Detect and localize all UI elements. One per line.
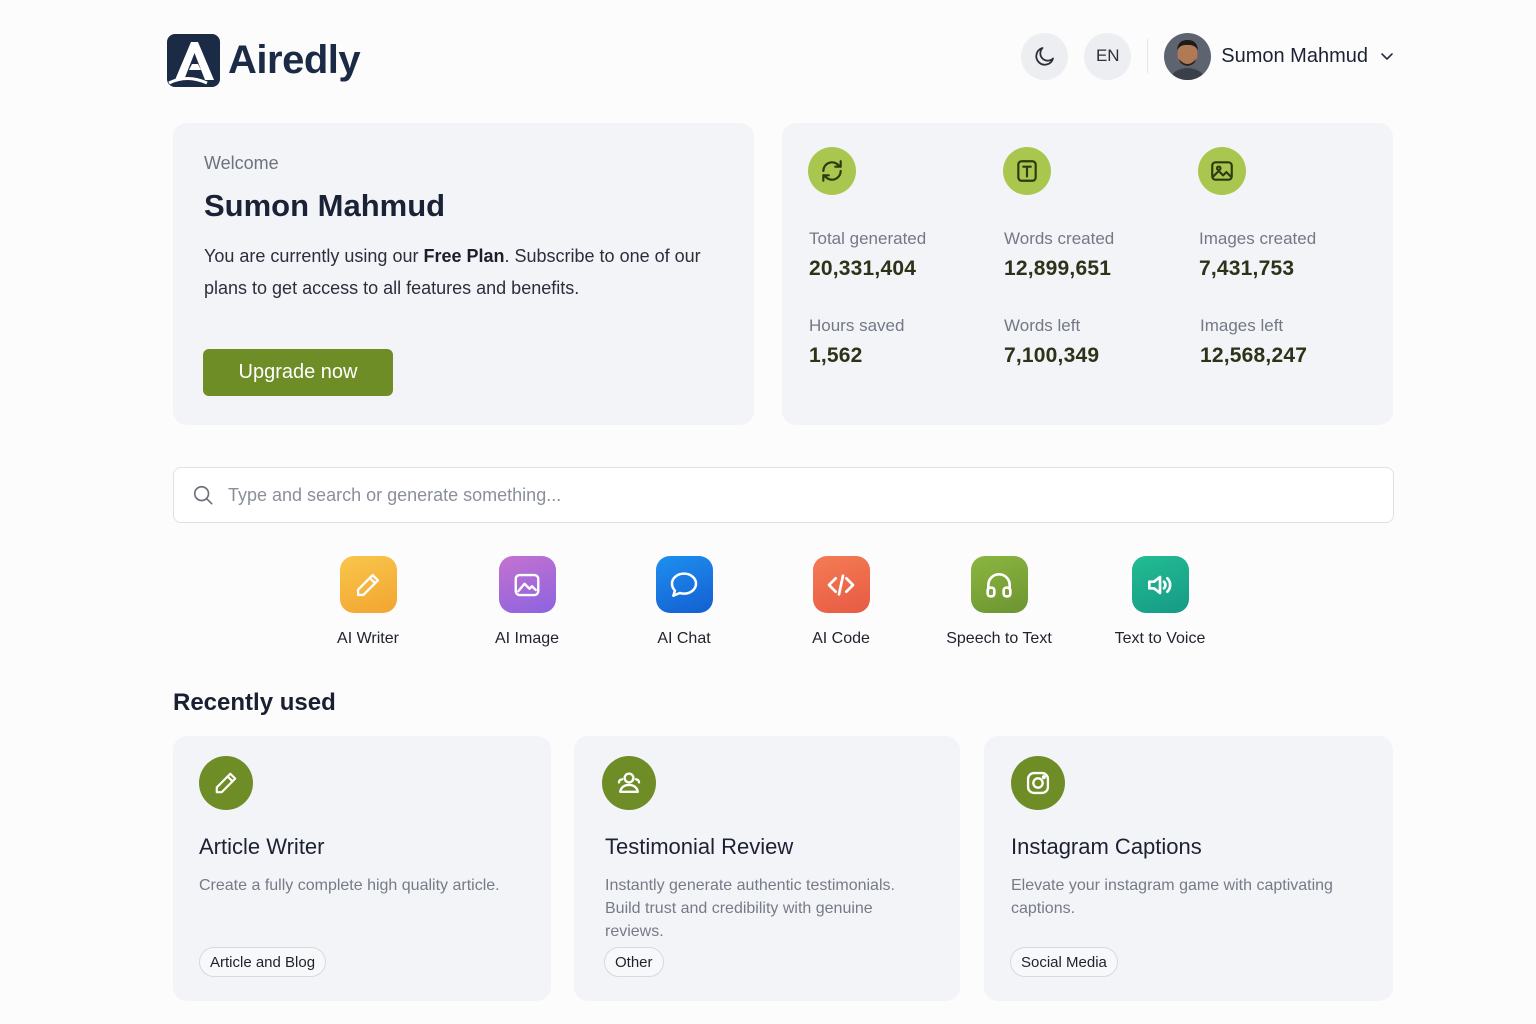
stat-label: Words created	[1004, 229, 1115, 248]
recent-card-title: Instagram Captions	[1011, 834, 1202, 859]
recent-card-instagram-captions[interactable]: Instagram Captions Elevate your instagra…	[984, 736, 1393, 1001]
tool-label: AI Writer	[337, 630, 399, 647]
welcome-label: Welcome	[204, 153, 279, 173]
header-actions: EN Sumon Mahmud	[1021, 32, 1394, 80]
refresh-icon	[808, 147, 856, 195]
welcome-card: Welcome Sumon Mahmud You are currently u…	[173, 123, 754, 425]
theme-toggle-button[interactable]	[1021, 32, 1069, 80]
image-icon	[498, 556, 556, 613]
stat-total-generated: Total generated 20,331,404	[809, 229, 926, 281]
category-tag[interactable]: Social Media	[1010, 947, 1118, 977]
stat-hours-saved: Hours saved 1,562	[809, 316, 904, 368]
code-icon	[812, 556, 870, 613]
welcome-user-name: Sumon Mahmud	[204, 188, 446, 223]
stat-value: 1,562	[809, 344, 863, 367]
stat-label: Hours saved	[809, 316, 905, 335]
logo-mark-icon	[167, 34, 220, 87]
stat-value: 7,431,753	[1199, 257, 1295, 280]
tool-label: AI Code	[812, 630, 870, 647]
speaker-icon	[1131, 556, 1189, 613]
search-icon	[193, 485, 213, 505]
plan-text-after: . Subscribe to one of our plans to get a…	[204, 246, 701, 298]
plan-text-before: You are currently using our	[204, 246, 424, 266]
tool-ai-chat[interactable]: AI Chat	[604, 556, 764, 648]
moon-icon	[1035, 47, 1054, 66]
headphones-icon	[970, 556, 1028, 613]
avatar[interactable]	[1164, 32, 1212, 80]
stat-images-left: Images left 12,568,247	[1200, 316, 1307, 368]
chat-bubble-icon	[655, 556, 713, 613]
tool-label: Speech to Text	[946, 630, 1052, 647]
stat-label: Total generated	[809, 229, 927, 248]
tool-label: AI Chat	[657, 630, 711, 647]
plan-name: Free Plan	[423, 246, 505, 266]
recent-card-title: Article Writer	[199, 834, 325, 859]
header-divider	[1147, 39, 1149, 73]
brand-name: Airedly	[228, 38, 361, 82]
recently-used-title: Recently used	[173, 689, 336, 716]
users-icon	[602, 756, 656, 810]
tool-text-to-voice[interactable]: Text to Voice	[1080, 556, 1240, 648]
pencil-icon	[199, 756, 253, 810]
image-icon	[1198, 147, 1246, 195]
stat-value: 12,568,247	[1200, 344, 1308, 367]
pencil-icon	[339, 556, 397, 613]
recent-card-description: Elevate your instagram game with captiva…	[1011, 877, 1333, 917]
user-name[interactable]: Sumon Mahmud	[1221, 44, 1368, 67]
plan-message: You are currently using our Free Plan. S…	[204, 240, 714, 304]
recent-card-article-writer[interactable]: Article Writer Create a fully complete h…	[173, 736, 551, 1001]
stat-words-left: Words left 7,100,349	[1004, 316, 1099, 368]
stat-value: 7,100,349	[1004, 344, 1100, 367]
chevron-down-icon[interactable]	[1380, 49, 1394, 63]
tool-label: Text to Voice	[1114, 630, 1206, 647]
user-avatar-icon	[1164, 32, 1212, 80]
search-bar[interactable]	[173, 467, 1394, 523]
tool-speech-to-text[interactable]: Speech to Text	[919, 556, 1079, 648]
recent-card-description: Create a fully complete high quality art…	[199, 877, 500, 894]
tool-ai-image[interactable]: AI Image	[447, 556, 607, 648]
stat-images-created: Images created 7,431,753	[1199, 229, 1316, 281]
stat-value: 20,331,404	[809, 257, 917, 280]
stat-value: 12,899,651	[1004, 257, 1112, 280]
stats-card: Total generated 20,331,404 Words created…	[782, 123, 1393, 425]
category-tag[interactable]: Article and Blog	[199, 947, 327, 977]
recent-card-description: Instantly generate authentic testimonial…	[605, 877, 895, 940]
upgrade-now-button[interactable]: Upgrade now	[203, 349, 393, 396]
category-tag[interactable]: Other	[604, 947, 664, 977]
brand-logo[interactable]: Airedly	[167, 34, 361, 87]
stat-label: Images created	[1199, 229, 1317, 248]
tool-ai-writer[interactable]: AI Writer	[288, 556, 448, 648]
recent-card-title: Testimonial Review	[605, 834, 794, 859]
instagram-icon	[1011, 756, 1065, 810]
tool-ai-code[interactable]: AI Code	[761, 556, 921, 648]
stat-label: Images left	[1200, 316, 1284, 335]
language-button[interactable]: EN	[1084, 32, 1132, 80]
recent-card-testimonial-review[interactable]: Testimonial Review Instantly generate au…	[574, 736, 960, 1001]
search-input[interactable]	[228, 484, 1328, 506]
tool-label: AI Image	[494, 630, 560, 647]
stat-words-created: Words created 12,899,651	[1004, 229, 1114, 281]
stat-label: Words left	[1004, 316, 1081, 335]
text-icon	[1003, 147, 1051, 195]
